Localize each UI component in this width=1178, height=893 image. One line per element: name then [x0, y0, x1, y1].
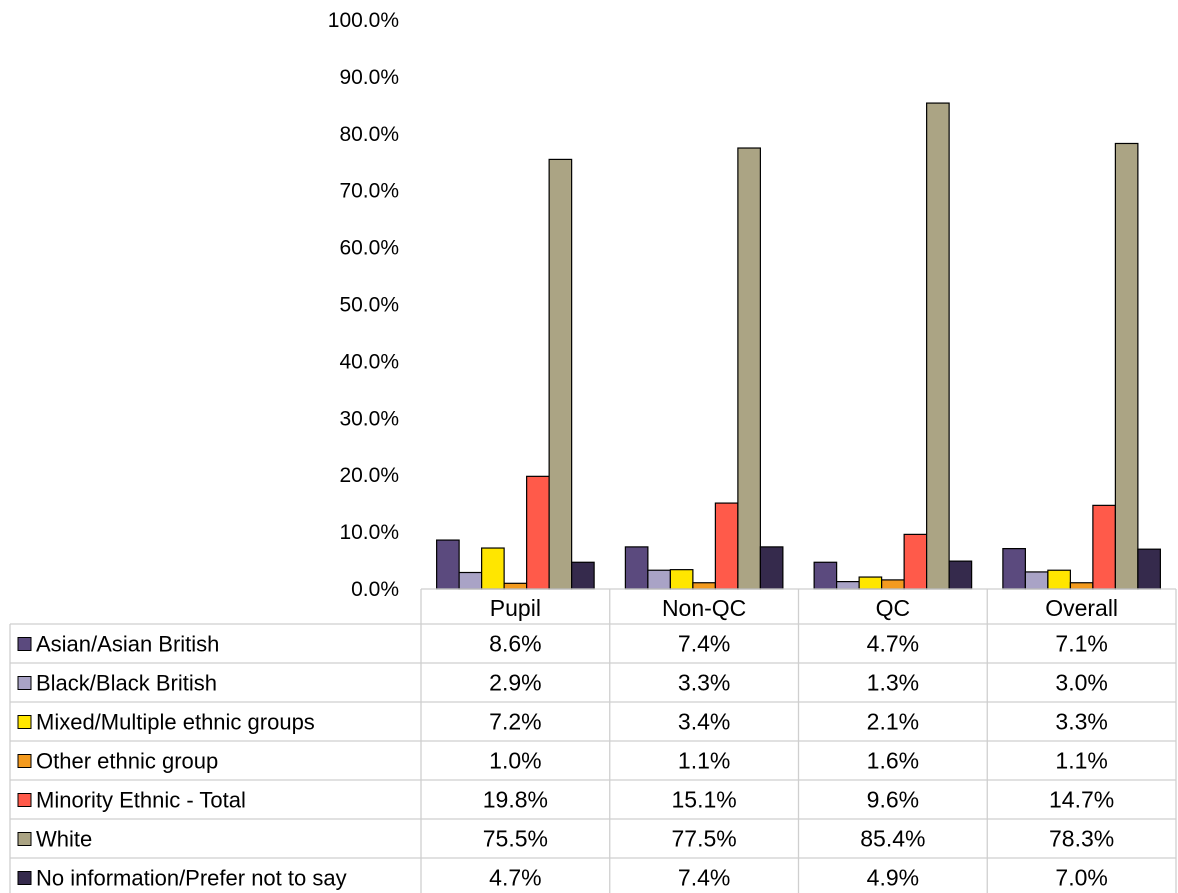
bar	[1092, 504, 1116, 590]
data-label: 85.4%	[860, 826, 925, 852]
legend-swatch	[17, 676, 32, 690]
data-label: 8.6%	[489, 631, 541, 657]
bar	[481, 547, 505, 590]
data-label: 1.1%	[1055, 748, 1107, 774]
data-label: 3.4%	[678, 709, 730, 735]
y-tick-label: 40.0%	[339, 350, 399, 373]
data-label: 2.1%	[867, 709, 919, 735]
legend-swatch	[17, 637, 32, 651]
bar	[1024, 571, 1049, 590]
bar	[714, 502, 739, 590]
data-label: 14.7%	[1049, 787, 1114, 813]
bar	[881, 579, 905, 590]
bar	[813, 561, 838, 590]
bar	[436, 539, 460, 590]
bar	[926, 102, 950, 590]
legend-swatch	[17, 793, 32, 807]
legend-label: White	[36, 827, 92, 852]
legend-label: Minority Ethnic - Total	[36, 788, 246, 813]
bar	[836, 580, 860, 590]
data-label: 4.7%	[489, 865, 541, 891]
bar	[458, 571, 483, 590]
bar	[571, 561, 595, 590]
data-label: 1.3%	[867, 670, 919, 696]
bar	[759, 546, 784, 590]
y-tick-label: 30.0%	[339, 407, 399, 430]
bar	[692, 582, 716, 590]
data-label: 7.4%	[678, 631, 730, 657]
data-label: 3.3%	[678, 670, 730, 696]
legend-swatch	[17, 832, 32, 846]
data-label: 4.9%	[867, 865, 919, 891]
bar	[647, 569, 671, 590]
y-tick-label: 10.0%	[339, 521, 399, 544]
y-tick-label: 0.0%	[351, 578, 399, 601]
bar	[1002, 547, 1026, 590]
data-label: 7.2%	[489, 709, 541, 735]
data-label: 9.6%	[867, 787, 919, 813]
bar	[858, 576, 883, 590]
legend-label: No information/Prefer not to say	[36, 866, 347, 891]
y-tick-label: 100.0%	[328, 9, 399, 32]
data-label: 2.9%	[489, 670, 541, 696]
data-label: 3.3%	[1055, 709, 1107, 735]
bar	[503, 582, 528, 590]
data-label: 1.0%	[489, 748, 541, 774]
y-tick-label: 90.0%	[339, 66, 399, 89]
data-label: 3.0%	[1055, 670, 1107, 696]
y-tick-label: 60.0%	[339, 237, 399, 260]
bar	[1047, 569, 1071, 590]
y-tick-label: 50.0%	[339, 294, 399, 317]
y-tick-label: 80.0%	[339, 123, 399, 146]
category-label: Overall	[1045, 595, 1118, 621]
data-label: 1.1%	[678, 748, 730, 774]
bar	[669, 569, 694, 590]
legend-label: Black/Black British	[36, 671, 217, 696]
y-tick-label: 70.0%	[339, 180, 399, 203]
bar	[1114, 142, 1139, 590]
category-label: Pupil	[490, 595, 541, 621]
bar	[737, 147, 761, 590]
data-label: 75.5%	[483, 826, 548, 852]
legend-label: Asian/Asian British	[36, 632, 219, 657]
y-tick-label: 20.0%	[339, 464, 399, 487]
bar	[624, 546, 649, 590]
bar	[1137, 548, 1161, 590]
legend-swatch	[17, 715, 32, 729]
data-label: 7.1%	[1055, 631, 1107, 657]
data-label: 77.5%	[672, 826, 737, 852]
category-label: QC	[876, 595, 911, 621]
data-label: 15.1%	[672, 787, 737, 813]
data-label: 19.8%	[483, 787, 548, 813]
bar	[548, 158, 573, 590]
legend-label: Other ethnic group	[36, 749, 218, 774]
bar	[1069, 582, 1094, 590]
data-label: 1.6%	[867, 748, 919, 774]
legend-swatch	[17, 871, 32, 885]
bar	[526, 475, 550, 590]
data-label: 7.4%	[678, 865, 730, 891]
bar	[903, 533, 928, 590]
category-label: Non-QC	[662, 595, 746, 621]
legend-label: Mixed/Multiple ethnic groups	[36, 710, 315, 735]
legend-swatch	[17, 754, 32, 768]
bar	[948, 560, 973, 590]
data-label: 4.7%	[867, 631, 919, 657]
data-label: 7.0%	[1055, 865, 1107, 891]
data-label: 78.3%	[1049, 826, 1114, 852]
